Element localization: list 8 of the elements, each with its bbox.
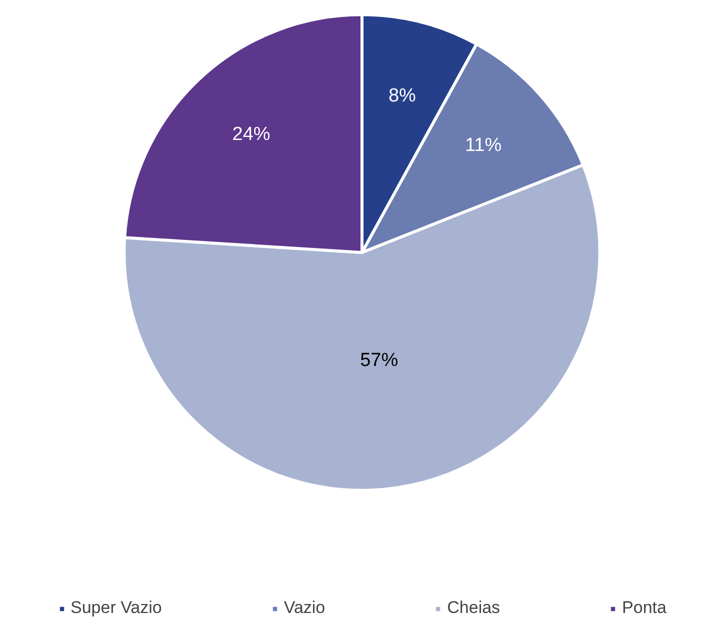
data-label: 24% <box>232 124 270 146</box>
data-label: 8% <box>388 85 416 106</box>
data-label: 57% <box>360 350 398 372</box>
legend-label: Vazio <box>284 598 326 618</box>
legend-label: Super Vazio <box>70 598 162 618</box>
data-label: 11% <box>465 134 502 156</box>
legend-label: Ponta <box>622 598 666 618</box>
legend-label: Cheias <box>447 598 500 618</box>
